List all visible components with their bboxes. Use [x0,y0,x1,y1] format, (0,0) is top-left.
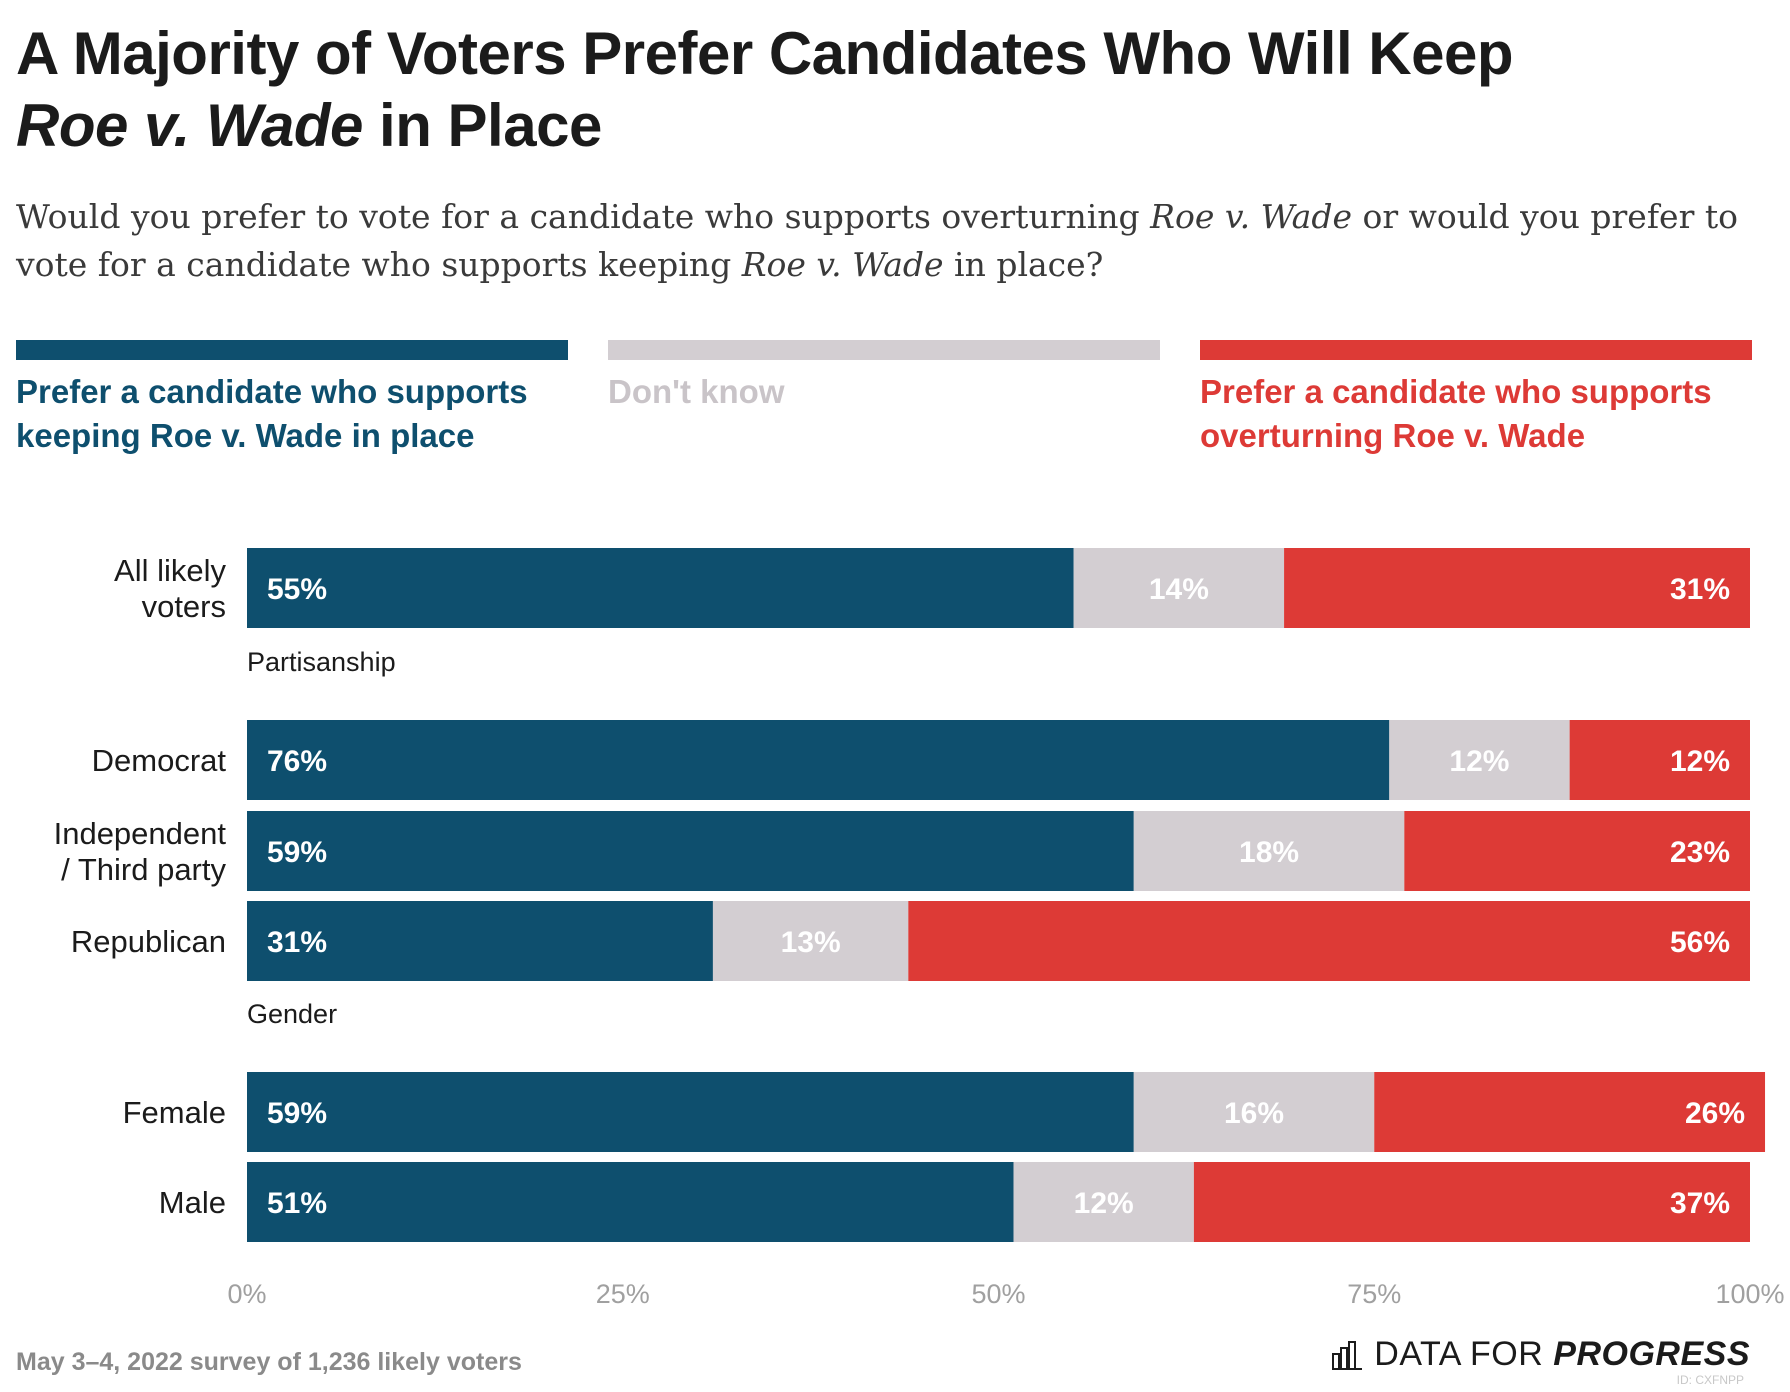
bar-segment [908,901,1750,981]
data-label: 23% [1670,836,1730,869]
x-tick-label: 25% [596,1279,650,1309]
category-label: voters [142,589,226,624]
data-label: 59% [267,1097,327,1130]
legend-swatch-keep [16,340,568,360]
section-label: Partisanship [247,647,396,677]
legend-item-overturn: Prefer a candidate who supports overturn… [1200,340,1752,458]
bar-segment [247,1072,1134,1152]
bar-segment [1133,811,1405,891]
data-label: 26% [1685,1097,1745,1130]
bar-chart-icon [1332,1340,1363,1370]
logo-text-light: DATA FOR [1374,1335,1544,1373]
data-label: 55% [267,573,327,606]
data-label: 18% [1239,836,1299,869]
section-label: Gender [247,999,337,1029]
x-tick-label: 0% [227,1279,266,1309]
chart-title: A Majority of Voters Prefer Candidates W… [16,20,1514,159]
x-tick-label: 75% [1347,1279,1401,1309]
bar-segment [1284,548,1750,628]
data-label: 76% [267,745,327,778]
chart-id: ID: CXFNPP [1676,1373,1744,1387]
category-label: All likely [114,553,226,588]
data-label: 51% [267,1187,327,1220]
legend-item-dont-know: Don't know [608,340,1160,414]
data-label: 31% [1670,573,1730,606]
category-label: Independent [54,816,227,851]
data-label: 12% [1670,745,1730,778]
data-label: 12% [1449,745,1509,778]
data-label: 37% [1670,1187,1730,1220]
category-label: Democrat [92,743,227,778]
data-label: 14% [1149,573,1209,606]
legend-label-keep: Prefer a candidate who supports keeping … [16,373,528,454]
legend-swatch-overturn [1200,340,1752,360]
bar-segment [1013,1162,1194,1242]
bar-segment [1133,1072,1375,1152]
category-label: / Third party [61,852,226,887]
data-label: 16% [1224,1097,1284,1130]
data-label: 12% [1074,1187,1134,1220]
data-label: 59% [267,836,327,869]
data-label: 13% [781,926,841,959]
x-tick-label: 50% [971,1279,1025,1309]
category-label: Female [123,1095,226,1130]
data-for-progress-logo: DATA FOR PROGRESS [1332,1335,1750,1374]
logo-text-strong: PROGRESS [1553,1335,1750,1373]
bar-segment [1569,720,1750,800]
bar-segment [1193,1162,1750,1242]
legend-label-overturn: Prefer a candidate who supports overturn… [1200,373,1712,454]
bar-segment [1404,811,1750,891]
bar-segment [247,901,713,981]
bar-segment [247,548,1074,628]
bar-segment [247,811,1134,891]
bar-segment [247,1162,1014,1242]
legend-item-keep: Prefer a candidate who supports keeping … [16,340,568,458]
x-tick-label: 100% [1715,1279,1784,1309]
data-label: 31% [267,926,327,959]
bar-segment [1374,1072,1766,1152]
bar-segment [1073,548,1285,628]
bar-segment [1389,720,1570,800]
survey-footnote: May 3–4, 2022 survey of 1,236 likely vot… [16,1348,522,1376]
legend-label-dont-know: Don't know [608,373,785,410]
chart-subtitle: Would you prefer to vote for a candidate… [16,197,1738,284]
category-label: Male [159,1185,226,1220]
legend-swatch-dont-know [608,340,1160,360]
bar-segment [247,720,1390,800]
bar-segment [712,901,909,981]
data-label: 56% [1670,926,1730,959]
category-label: Republican [71,924,226,959]
